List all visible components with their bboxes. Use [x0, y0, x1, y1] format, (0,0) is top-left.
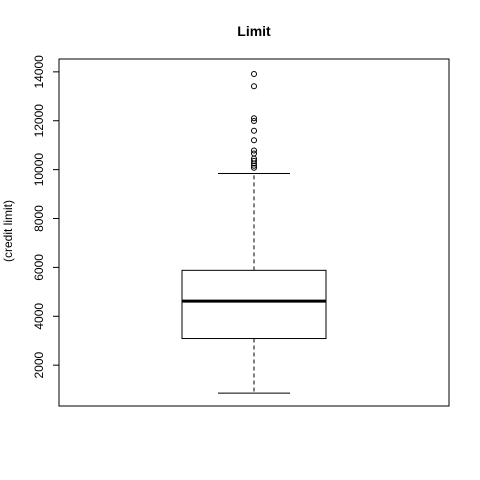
outlier-point [251, 164, 257, 171]
y-tick-label: 8000 [32, 205, 46, 232]
outlier-point [251, 115, 257, 122]
interquartile-box [181, 269, 327, 340]
y-tick-label: 14000 [32, 55, 46, 89]
y-tick-label: 4000 [32, 303, 46, 330]
y-tick-label: 12000 [32, 104, 46, 138]
boxplot-series [181, 173, 327, 394]
outlier-points [251, 71, 257, 171]
outlier-point [251, 147, 257, 154]
y-tick-label: 10000 [32, 153, 46, 187]
y-axis: 2000 4000 6000 8000 10000 12000 14000 [32, 55, 60, 379]
y-tick-label: 6000 [32, 254, 46, 281]
y-tick-label: 2000 [32, 351, 46, 378]
outlier-point [251, 71, 257, 78]
outlier-point [251, 137, 257, 144]
outlier-point [251, 150, 257, 157]
outlier-point [251, 157, 257, 164]
outlier-point [251, 83, 257, 90]
outlier-point [251, 127, 257, 134]
outlier-point [251, 117, 257, 124]
chart-title: Limit [237, 23, 271, 39]
y-axis-label: (credit limit) [1, 200, 15, 262]
